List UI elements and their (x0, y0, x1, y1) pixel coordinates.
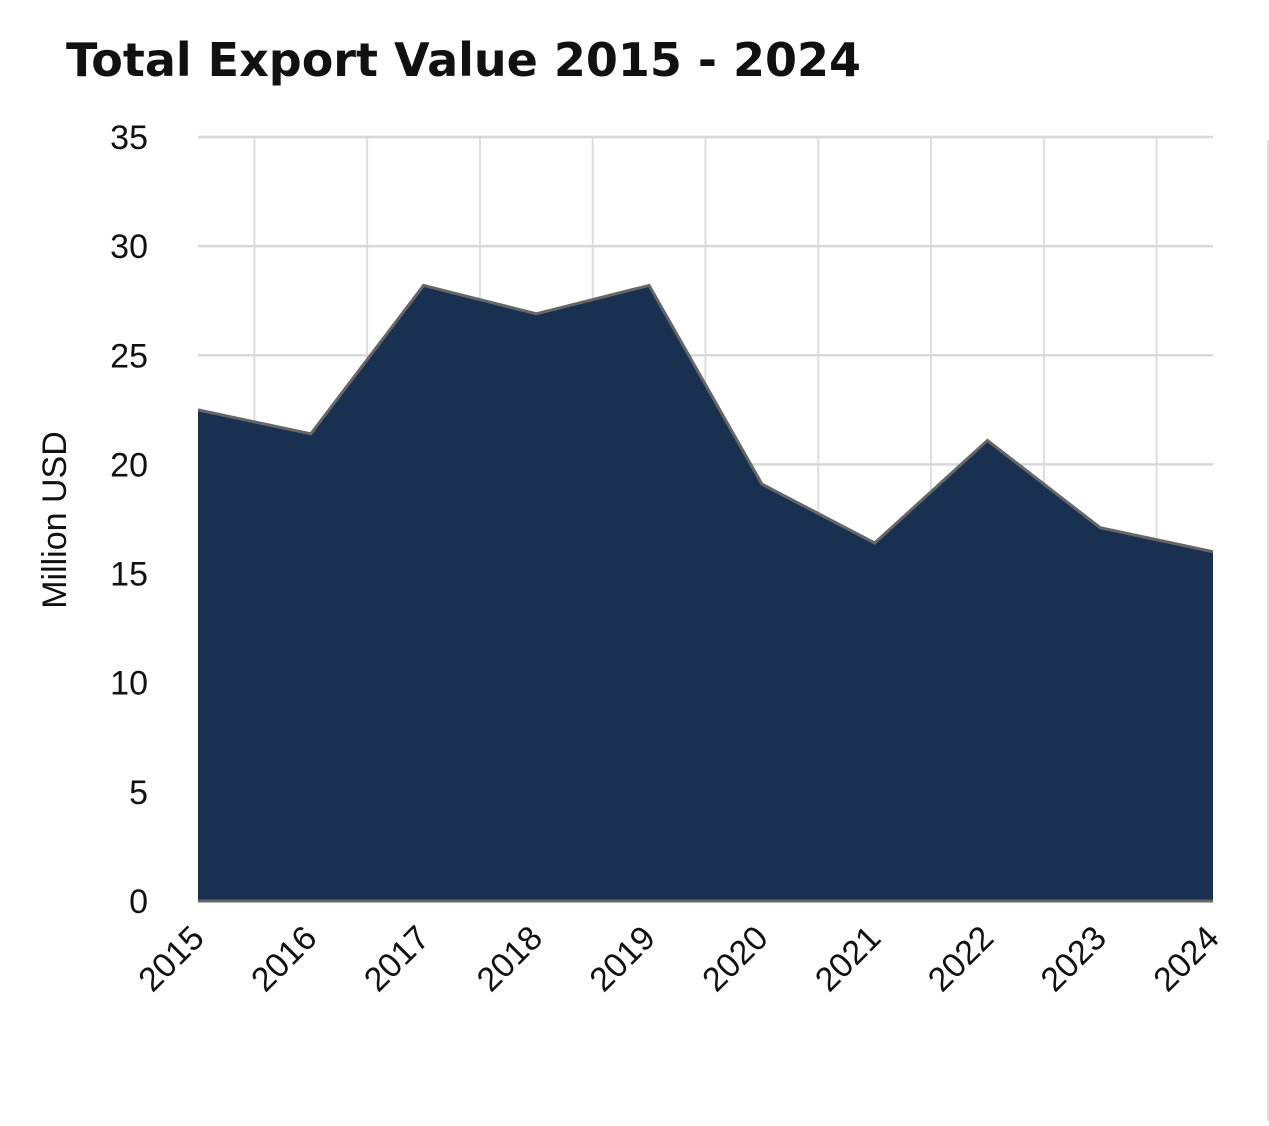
x-tick-label: 2023 (1034, 919, 1114, 999)
x-tick-label: 2015 (131, 919, 211, 999)
x-tick-label: 2018 (470, 919, 550, 999)
y-tick-label: 10 (110, 665, 148, 703)
x-tick-label: 2016 (244, 919, 324, 999)
y-axis-label: Million USD (36, 431, 74, 609)
x-tick-label: 2024 (1146, 919, 1226, 999)
x-tick-label: 2019 (582, 919, 662, 999)
x-tick-label: 2022 (921, 919, 1001, 999)
y-tick-label: 5 (129, 774, 148, 812)
y-tick-label: 15 (110, 556, 148, 594)
x-tick-label: 2020 (695, 919, 775, 999)
y-tick-label: 25 (110, 337, 148, 375)
y-tick-label: 35 (110, 119, 148, 157)
y-tick-label: 0 (129, 883, 148, 921)
y-tick-label: 30 (110, 228, 148, 266)
y-tick-label: 20 (110, 446, 148, 484)
area (198, 285, 1213, 901)
chart-title: Total Export Value 2015 - 2024 (66, 33, 861, 87)
x-tick-label: 2021 (808, 919, 888, 999)
x-tick-label: 2017 (357, 919, 437, 999)
area-line (197, 283, 1214, 554)
